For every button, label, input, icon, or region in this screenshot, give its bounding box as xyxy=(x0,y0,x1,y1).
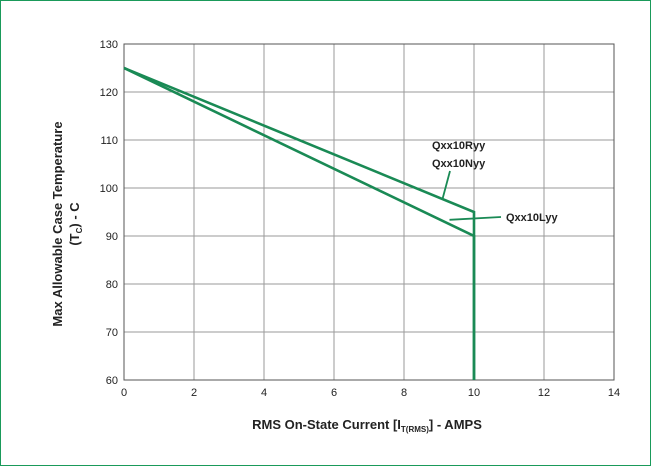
y-tick-label: 80 xyxy=(106,279,118,291)
annotation-leader xyxy=(449,216,502,221)
y-axis-title-line1: Max Allowable Case Temperature xyxy=(50,121,65,326)
y-tick-label: 60 xyxy=(106,375,118,387)
y-tick-label: 110 xyxy=(100,135,118,147)
y-tick-label: 90 xyxy=(106,231,118,243)
x-tick-label: 10 xyxy=(468,387,480,399)
annotation-label: Qxx10Nyy xyxy=(432,158,486,170)
y-tick-label: 70 xyxy=(106,327,118,339)
y-tick-label: 100 xyxy=(100,183,118,195)
annotation-leader xyxy=(441,170,451,200)
y-axis-title: Max Allowable Case Temperature (TC) - C xyxy=(50,121,84,326)
y-axis-ticks: 60 70 80 90 100 110 120 130 xyxy=(100,39,118,387)
x-axis-ticks: 0 2 4 6 8 10 12 14 xyxy=(121,387,620,399)
x-tick-label: 6 xyxy=(331,387,337,399)
annotations: Qxx10Ryy Qxx10Nyy Qxx10Lyy xyxy=(432,140,558,224)
x-tick-label: 4 xyxy=(261,387,267,399)
x-tick-label: 14 xyxy=(608,387,620,399)
plot-area xyxy=(123,43,615,381)
y-tick-label: 120 xyxy=(100,87,118,99)
y-axis-title-line2: (TC) - C xyxy=(67,202,84,246)
x-tick-label: 8 xyxy=(401,387,407,399)
x-tick-label: 0 xyxy=(121,387,127,399)
y-tick-label: 130 xyxy=(100,39,118,51)
x-tick-label: 2 xyxy=(191,387,197,399)
x-axis-title: RMS On-State Current [IT(RMS)] - AMPS xyxy=(252,417,482,434)
annotation-label: Qxx10Ryy xyxy=(432,140,486,152)
series xyxy=(123,66,476,380)
series-line-2 xyxy=(123,66,476,380)
x-tick-label: 12 xyxy=(538,387,550,399)
annotation-label: Qxx10Lyy xyxy=(506,212,558,224)
series-line-1 xyxy=(123,66,476,380)
